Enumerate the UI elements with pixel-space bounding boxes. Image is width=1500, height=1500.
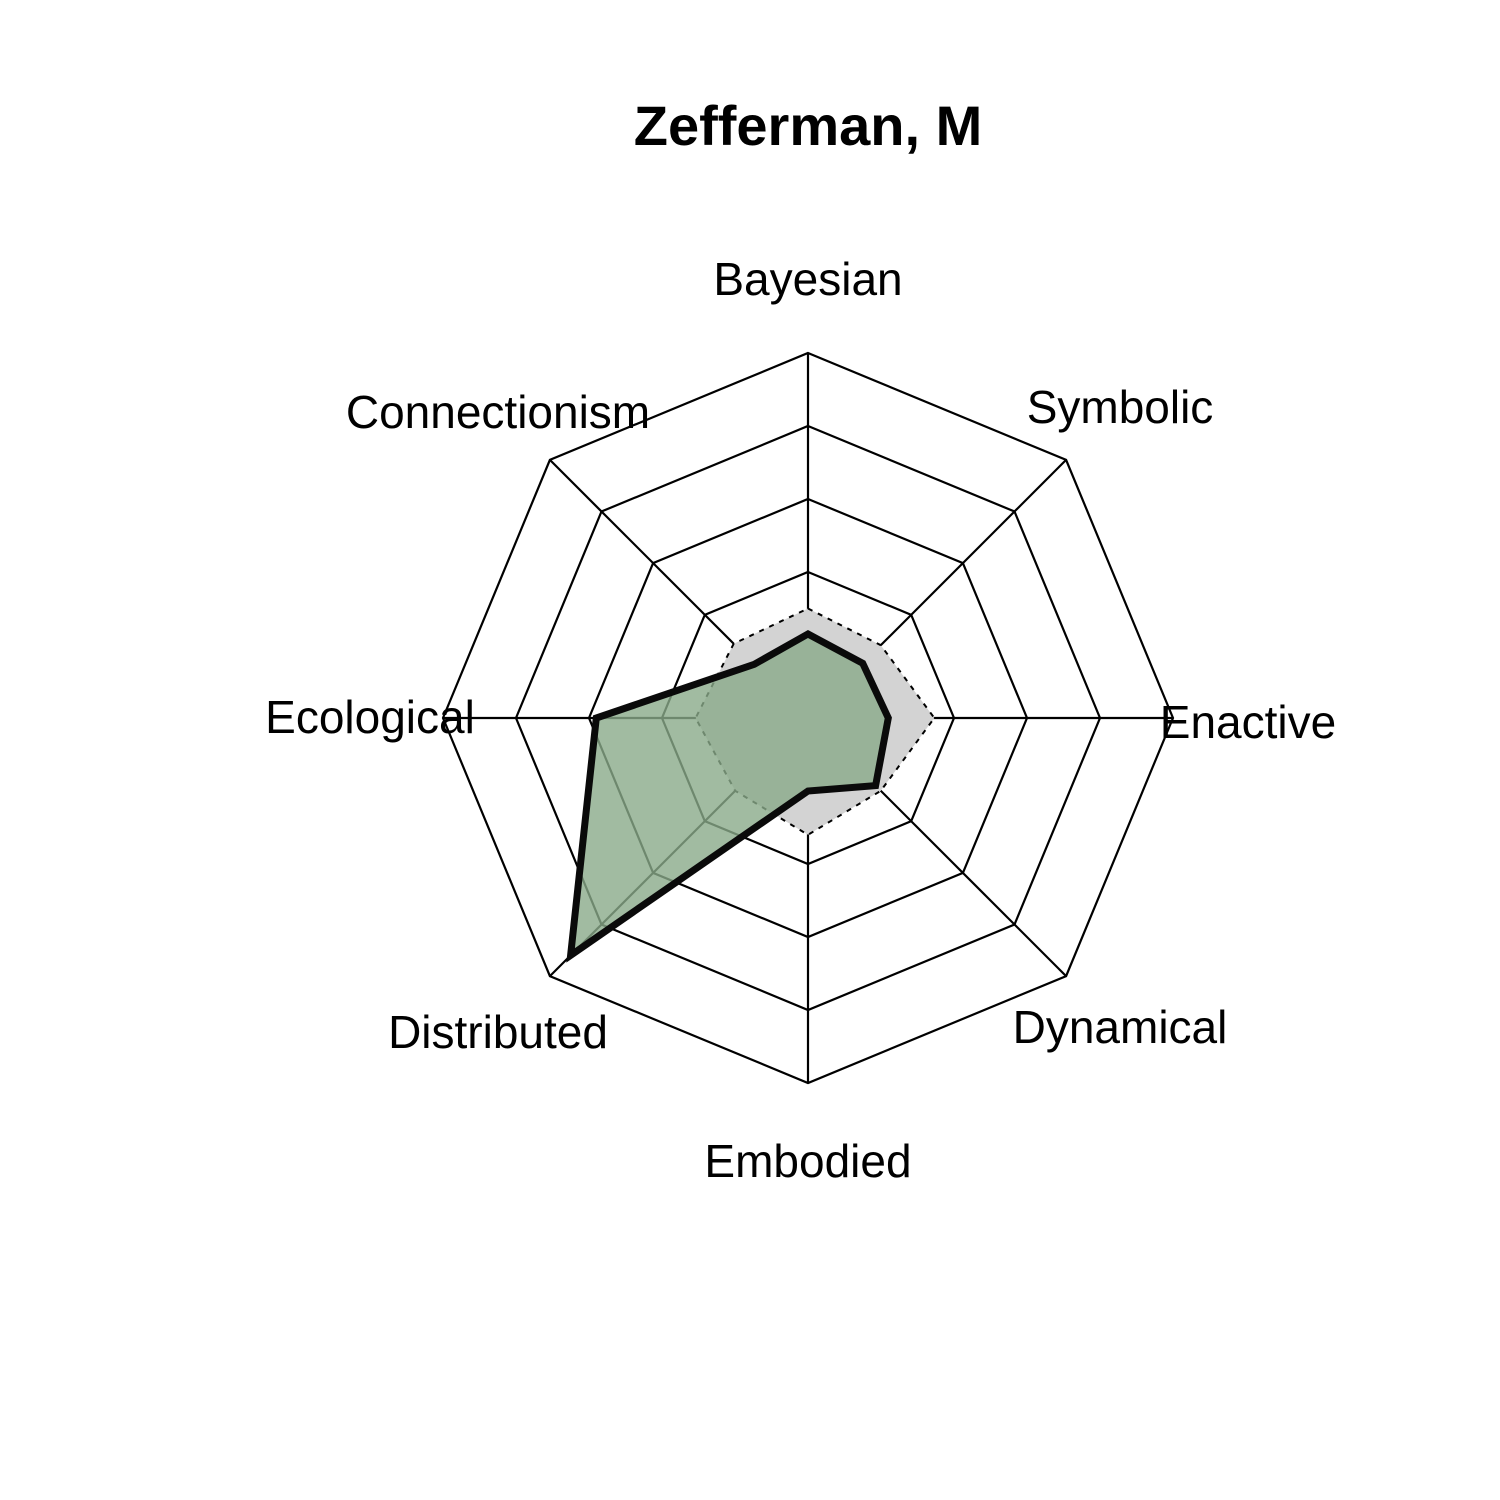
axis-labels: Bayesian Symbolic Enactive Dynamical Embodie…: [265, 253, 1336, 1187]
axis-label-symbolic: Symbolic: [1027, 381, 1214, 433]
axis-label-enactive: Enactive: [1160, 696, 1336, 748]
data-area: [566, 630, 892, 963]
axis-label-connectionism: Connectionism: [346, 386, 650, 438]
chart-title: Zefferman, M: [634, 94, 983, 157]
axis-label-dynamical: Dynamical: [1013, 1001, 1228, 1053]
axis-label-bayesian: Bayesian: [713, 253, 902, 305]
axis-label-ecological: Ecological: [265, 691, 475, 743]
axis-label-distributed: Distributed: [388, 1006, 608, 1058]
axis-label-embodied: Embodied: [704, 1135, 911, 1187]
data-series: [566, 630, 892, 963]
